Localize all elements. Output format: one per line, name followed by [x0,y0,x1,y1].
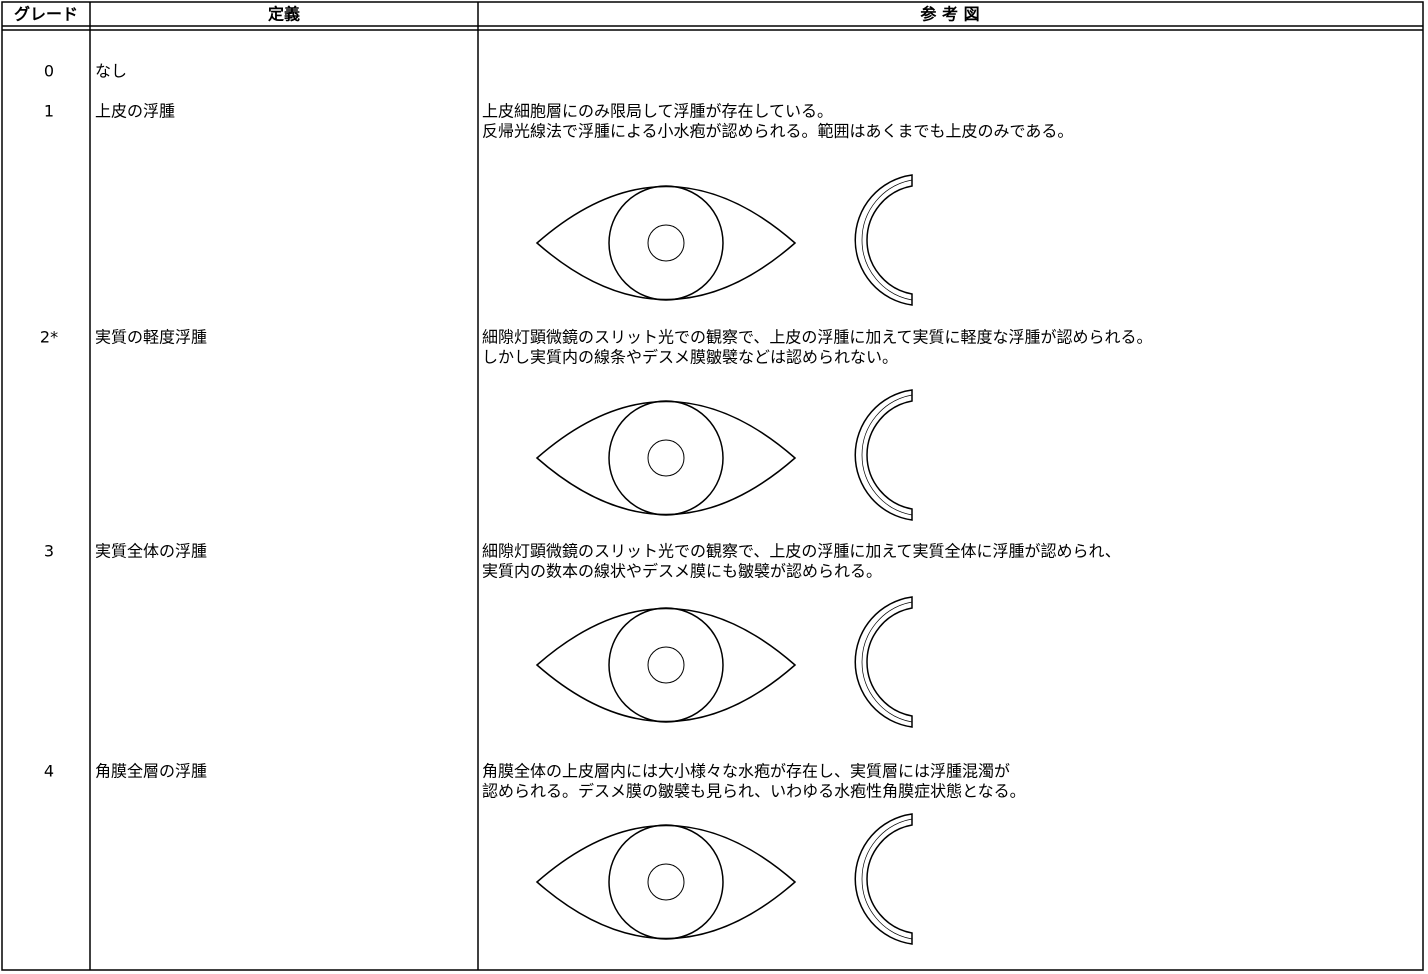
cornea-section [854,389,913,521]
description-line: 細隙灯顕微鏡のスリット光での観察で、上皮の浮腫に加えて実質に軽度な浮腫が認められ… [482,328,1153,347]
header-cell: 定義 [267,5,300,24]
header-cell: 参 考 図 [920,5,979,24]
pupil [647,863,685,901]
definition-cell: なし [95,62,127,81]
eye-outline [535,607,797,723]
grade-cell: 0 [44,62,54,81]
cornea-section [854,174,913,306]
iris [608,400,724,516]
grade-cell: 3 [44,542,54,561]
cornea-layer [861,394,913,516]
pupil [647,646,685,684]
description-line: 細隙灯顕微鏡のスリット光での観察で、上皮の浮腫に加えて実質全体に浮腫が認められ、 [482,542,1121,561]
cornea-section [854,813,913,945]
cornea-layer [861,179,913,301]
description-line: 角膜全体の上皮層内には大小様々な水疱が存在し、実質層には浮腫混濁が [482,762,1010,781]
definition-cell: 実質全体の浮腫 [95,542,207,561]
pupil [647,439,685,477]
description-line: 上皮細胞層にのみ限局して浮腫が存在している。 [482,102,833,121]
iris [608,185,724,301]
pupil [647,224,685,262]
definition-cell: 角膜全層の浮腫 [95,762,207,781]
grade-cell: 2* [40,328,58,347]
iris [608,824,724,940]
cornea-section [854,596,913,728]
grade-cell: 1 [44,102,54,121]
cornea-layer [861,818,913,940]
cornea-layer [861,601,913,723]
description-line: 実質内の数本の線状やデスメ膜にも皺襞が認められる。 [482,562,882,581]
description-line: しかし実質内の線条やデスメ膜皺襞などは認められない。 [482,348,898,367]
description-line: 反帰光線法で浮腫による小水疱が認められる。範囲はあくまでも上皮のみである。 [482,122,1073,141]
eye-outline [535,824,797,940]
eye-outline [535,400,797,516]
description-line: 認められる。デスメ膜の皺襞も見られ、いわゆる水疱性角膜症状態となる。 [482,782,1026,801]
grade-cell: 4 [44,762,54,781]
iris [608,607,724,723]
definition-cell: 上皮の浮腫 [95,102,175,121]
eye-outline [535,185,797,301]
header-cell: グレード [14,5,78,24]
definition-cell: 実質の軽度浮腫 [95,328,207,347]
